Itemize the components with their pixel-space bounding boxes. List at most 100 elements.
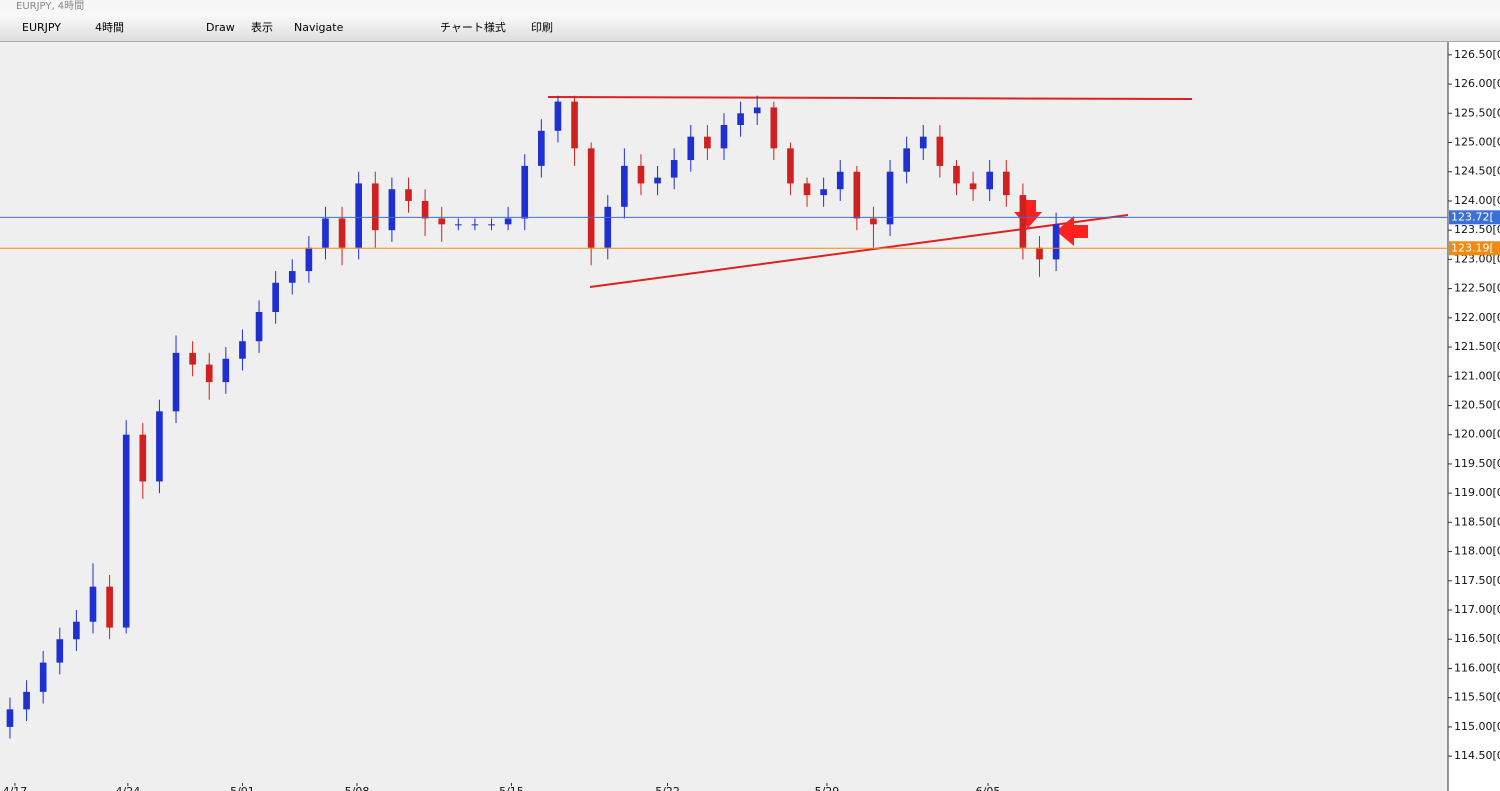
candle-body	[836, 171, 844, 190]
price-tag	[1449, 210, 1500, 225]
y-tick-label: 120.00[0	[1454, 428, 1500, 441]
candle-body	[106, 586, 113, 628]
candle-body	[538, 130, 545, 166]
y-tick-label: 126.50[0	[1454, 48, 1500, 61]
candle-body	[255, 311, 263, 342]
y-tick-label: 115.00[0	[1454, 720, 1500, 733]
menu[interactable]: 表示	[251, 21, 273, 34]
candle-body	[637, 165, 645, 184]
y-tick-label: 118.00[0	[1454, 545, 1500, 558]
price-tag-label: 123.19[	[1451, 241, 1494, 254]
candle-body	[1036, 247, 1043, 260]
candle-body	[504, 218, 512, 225]
price-tag-label: 123.72[	[1451, 210, 1494, 223]
candle-body	[687, 136, 695, 161]
candle-body	[554, 101, 562, 131]
candle-body	[355, 183, 362, 248]
candle-body	[787, 148, 794, 184]
x-tick-label: 6/05	[976, 785, 1001, 791]
y-tick-label: 125.50[0	[1454, 106, 1500, 119]
candle-body	[471, 224, 479, 226]
price-axis	[1448, 42, 1500, 791]
symbol-select[interactable]: EURJPY	[22, 21, 61, 34]
candle-body	[205, 364, 213, 383]
x-tick-label: 5/15	[499, 785, 524, 791]
y-tick-label: 114.50[0	[1454, 749, 1500, 762]
y-tick-label: 121.50[0	[1454, 340, 1500, 353]
candle-body	[720, 124, 728, 149]
candle-body	[488, 224, 495, 226]
candle-body	[903, 148, 910, 172]
toolbar: EURJPY 4時間 Draw 表示 Navigate チャート様式 印刷	[0, 14, 1500, 42]
candle-body	[388, 189, 396, 231]
candle-body	[454, 224, 462, 226]
y-tick-label: 116.50[0	[1454, 632, 1500, 645]
y-tick-label: 123.00[0	[1454, 252, 1500, 265]
arrow-left	[1056, 216, 1088, 246]
candle-body	[305, 247, 313, 272]
candle-body	[621, 165, 628, 207]
candle-body	[371, 183, 379, 231]
menu[interactable]: チャート様式	[440, 21, 506, 34]
x-tick-label: 4/24	[116, 785, 141, 791]
y-tick-label: 116.00[0	[1454, 661, 1500, 674]
candle-body	[986, 171, 994, 190]
y-tick-label: 122.00[0	[1454, 311, 1500, 324]
y-tick-label: 122.50[0	[1454, 282, 1500, 295]
timeframe-select[interactable]: 4時間	[95, 21, 124, 34]
candle-body	[122, 434, 130, 628]
candle-body	[23, 691, 30, 710]
candle-body	[853, 171, 861, 219]
candle-body	[604, 206, 612, 248]
menu[interactable]: Draw	[206, 21, 235, 34]
candle-body	[139, 434, 147, 482]
candle-body	[969, 183, 977, 190]
x-tick-label: 4/17	[3, 785, 28, 791]
y-tick-label: 124.00[0	[1454, 194, 1500, 207]
candle-body	[156, 411, 163, 482]
candle-body	[6, 709, 14, 727]
candle-body	[737, 113, 744, 125]
candle-body	[753, 107, 761, 114]
plot-area	[0, 42, 1448, 783]
y-tick-label: 121.00[0	[1454, 369, 1500, 382]
candle-body	[654, 177, 661, 184]
candle-body	[405, 189, 412, 201]
candle-body	[421, 200, 429, 219]
candle-body	[222, 358, 230, 383]
x-tick-label: 5/08	[345, 785, 370, 791]
trend-line	[547, 96, 1193, 100]
candle-body	[272, 282, 279, 312]
y-tick-label: 120.50[0	[1454, 398, 1500, 411]
candle-body	[189, 352, 196, 365]
y-tick-label: 119.50[0	[1454, 457, 1500, 470]
y-tick-label: 123.50[0	[1454, 223, 1500, 236]
candle-body	[89, 586, 97, 622]
candle-body	[587, 148, 595, 248]
candle-body	[953, 165, 960, 184]
y-tick-label: 117.00[0	[1454, 603, 1500, 616]
title-bar: EURJPY, 4時間	[0, 0, 1500, 14]
menu[interactable]: 印刷	[531, 21, 553, 34]
trend-line	[589, 214, 1129, 288]
x-tick-label: 5/29	[815, 785, 840, 791]
candle-body	[803, 183, 811, 196]
y-tick-label: 126.00[0	[1454, 77, 1500, 90]
window-title: EURJPY, 4時間	[16, 1, 85, 12]
candle-body	[73, 621, 80, 640]
candle-body	[56, 639, 64, 663]
y-tick-label: 115.50[0	[1454, 691, 1500, 704]
candle-body	[521, 165, 529, 219]
candle-body	[1019, 195, 1027, 248]
x-tick-label: 5/22	[655, 785, 680, 791]
candle-body	[770, 107, 778, 149]
candle-body	[820, 189, 827, 196]
candle-body	[322, 218, 329, 248]
candle-body	[571, 101, 578, 149]
menu[interactable]: Navigate	[294, 21, 344, 34]
candle-body	[172, 352, 180, 412]
x-tick-label: 5/01	[230, 785, 255, 791]
y-tick-label: 124.50[0	[1454, 165, 1500, 178]
